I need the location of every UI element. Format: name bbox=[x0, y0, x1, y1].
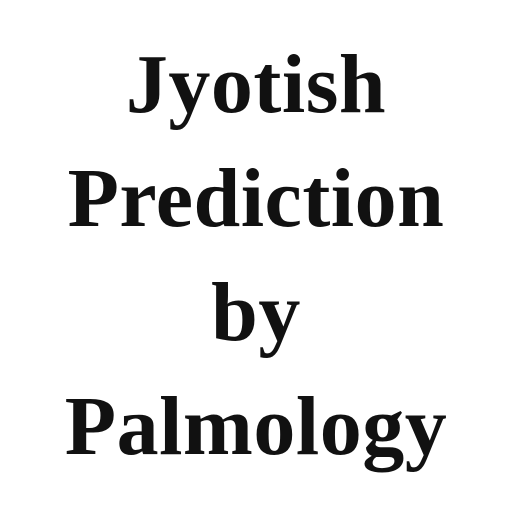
title-line-4: Palmology bbox=[64, 380, 448, 473]
title-line-2: Prediction bbox=[67, 152, 445, 245]
title-line-3: by bbox=[211, 266, 301, 359]
title-line-1: Jyotish bbox=[125, 38, 387, 131]
